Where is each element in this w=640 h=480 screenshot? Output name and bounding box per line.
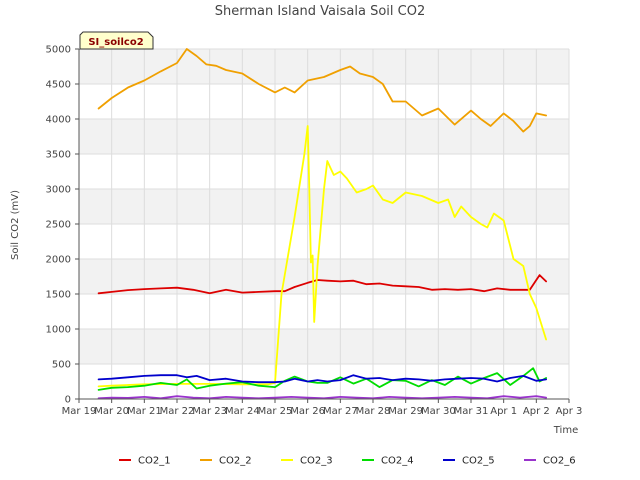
x-tick-label: Apr 2 [523,406,550,417]
y-tick-label: 3000 [46,185,71,196]
series-line-co2-3 [97,125,547,388]
site-badge: SI_soilco2 [79,31,154,50]
legend-label: CO2_1 [138,456,171,467]
y-tick-label: 3500 [46,150,71,161]
x-tick-label: Mar 22 [160,406,195,417]
y-tick-label: 4000 [46,115,71,126]
x-tick-label: Mar 19 [62,406,97,417]
x-tick-label: Mar 20 [94,406,129,417]
plot-band [79,329,569,364]
plot-background [79,49,569,399]
y-tick-label: 1500 [46,290,71,301]
plot-band [79,84,569,119]
legend-label: CO2_2 [219,456,252,467]
x-axis-label: Time [553,425,578,436]
y-tick-label: 1000 [46,325,71,336]
y-tick-label: 500 [52,360,71,371]
series-line-co2-5 [97,374,547,384]
legend-item-co2-4: CO2_4 [362,456,414,467]
plot-band [79,294,569,329]
legend-label: CO2_6 [543,456,576,467]
x-tick-label: Mar 28 [356,406,391,417]
y-tick-labels: 0 500 1000 1500 2000 2500 3000 3500 4000 4500 5000 [46,45,79,406]
legend-item-co2-2: CO2_2 [200,456,252,467]
plot-band [79,49,569,84]
x-tick-label: Mar 30 [421,406,456,417]
x-tick-label: Mar 29 [388,406,423,417]
site-badge-label: SI_soilco2 [88,37,143,48]
x-tick-label: Mar 25 [258,406,293,417]
x-tick-label: Mar 27 [323,406,358,417]
y-axis-label: Soil CO2 (mV) [10,190,21,260]
legend: CO2_1 CO2_2 CO2_3 CO2_4 CO2_5 CO2_6 [119,456,576,467]
x-tick-label: Mar 26 [290,406,325,417]
y-tick-label: 5000 [46,45,71,56]
legend-item-co2-5: CO2_5 [443,456,495,467]
plot-band [79,119,569,154]
y-tick-label: 0 [65,395,71,406]
legend-label: CO2_3 [300,456,333,467]
chart-title: Sherman Island Vaisala Soil CO2 [215,4,425,19]
x-tick-label: Apr 3 [556,406,583,417]
series-line-co2-6 [97,395,547,400]
site-badge-box [79,31,154,50]
legend-label: CO2_4 [381,456,414,467]
x-tick-label: Mar 24 [225,406,260,417]
legend-label: CO2_5 [462,456,495,467]
legend-item-co2-1: CO2_1 [119,456,171,467]
legend-item-co2-3: CO2_3 [281,456,333,467]
x-tick-label: Mar 23 [192,406,227,417]
x-tick-label: Apr 1 [490,406,517,417]
y-tick-label: 2000 [46,255,71,266]
plot-band [79,224,569,259]
series-line-co2-1 [97,274,547,295]
series-layer [97,48,547,400]
legend-item-co2-6: CO2_6 [524,456,576,467]
y-tick-label: 4500 [46,80,71,91]
x-tick-label: Mar 31 [454,406,489,417]
series-line-co2-2 [97,48,547,133]
x-tick-label: Mar 21 [127,406,162,417]
y-tick-label: 2500 [46,220,71,231]
